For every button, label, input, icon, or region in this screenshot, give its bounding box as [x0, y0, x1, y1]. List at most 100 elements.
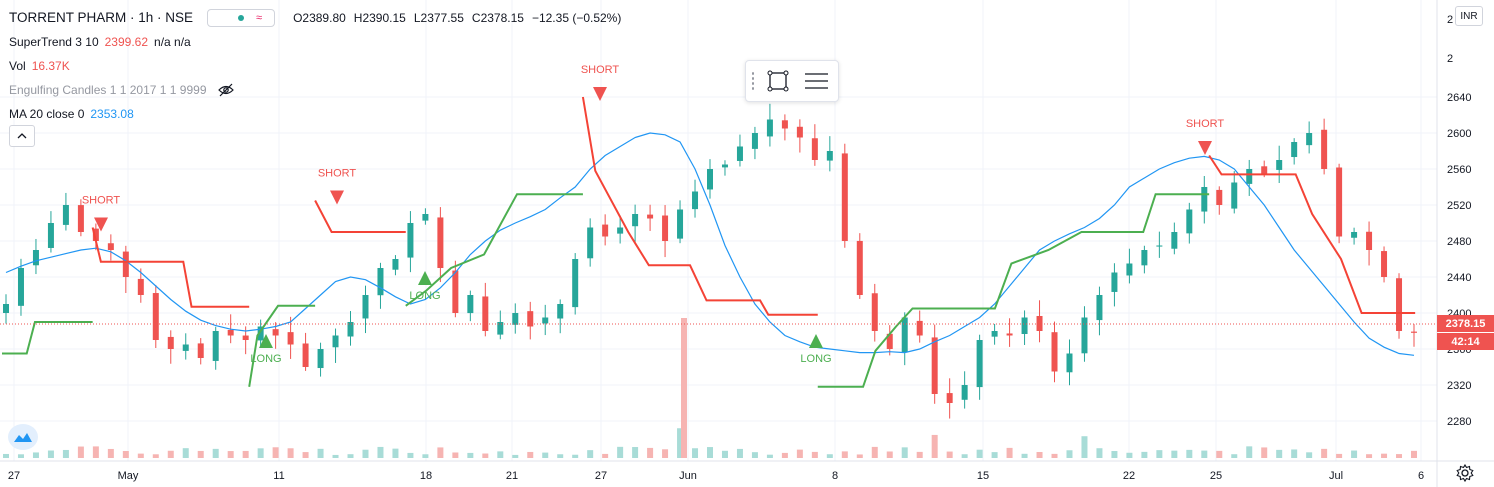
volume-bar: [1006, 447, 1013, 458]
supertrend-up-segment: [817, 193, 1210, 388]
volume-bar: [1276, 449, 1283, 458]
volume-bar: [1246, 446, 1253, 458]
gear-icon[interactable]: [1455, 463, 1475, 483]
candle-body: [692, 191, 699, 210]
candle-body: [212, 331, 219, 361]
supertrend-up-segment: [248, 304, 316, 387]
volume-bar: [1411, 450, 1417, 458]
volume-bar: [242, 450, 249, 458]
candle-body: [512, 313, 519, 325]
long-arrow: [418, 271, 432, 285]
ohlc-high: H2390.15: [353, 11, 406, 25]
volume-bar: [1396, 454, 1403, 458]
symbol-title[interactable]: TORRENT PHARM · 1h · NSE: [9, 10, 194, 25]
candle-body: [856, 240, 863, 295]
candle-body: [647, 214, 654, 219]
x-tick-label: 22: [1123, 470, 1135, 482]
volume-bar: [1216, 450, 1223, 458]
indicator-ma[interactable]: MA 20 close 0 2353.08: [9, 102, 629, 126]
volume-bar: [332, 454, 339, 458]
currency-badge[interactable]: INR: [1455, 6, 1483, 26]
wave-icon: ≈: [256, 12, 263, 24]
candle-body: [1051, 332, 1058, 372]
candle-body: [242, 335, 249, 340]
supertrend-down-segment: [91, 227, 250, 308]
candle-body: [781, 120, 788, 129]
candle-body: [467, 295, 474, 314]
volume-bar: [437, 447, 444, 458]
candle-body: [1276, 160, 1283, 170]
signal-markers: SHORT LONG SHORT LONG SHORT LONG SHORT: [82, 64, 1225, 365]
ma-line: [5, 132, 1415, 356]
volume-bar: [347, 454, 354, 458]
x-tick-label: Jul: [1329, 470, 1343, 482]
x-tick-label: 8: [832, 470, 838, 482]
candle-body: [557, 304, 564, 319]
volume-bar: [707, 447, 713, 458]
candle-body: [17, 268, 24, 306]
volume-bar: [122, 450, 129, 458]
candle-body: [332, 335, 339, 348]
indicator-engulfing[interactable]: Engulfing Candles 1 1 2017 1 1 9999: [9, 78, 629, 102]
chevron-up-icon: [17, 133, 27, 139]
x-tick-label: Jun: [679, 470, 697, 482]
x-tick-label: May: [118, 470, 139, 482]
volume-bar: [257, 448, 264, 458]
volume-bar: [811, 451, 818, 458]
candle-body: [77, 205, 84, 232]
volume-bar: [1351, 450, 1358, 458]
rectangle-tool-icon[interactable]: [764, 67, 792, 95]
live-badge[interactable]: ≈: [207, 9, 276, 27]
candle-body: [542, 317, 549, 324]
volume-bar: [1021, 453, 1028, 458]
candle-body: [3, 304, 9, 313]
y-tick-label: 2600: [1447, 128, 1471, 140]
eye-off-icon[interactable]: [217, 83, 235, 97]
ohlc-close: C2378.15: [471, 11, 524, 25]
volume-bar: [362, 449, 369, 458]
volume-bar: [1081, 436, 1088, 458]
candle-body: [137, 278, 144, 295]
candle-body: [182, 344, 189, 351]
y-tick-label-partial: 2: [1447, 14, 1453, 26]
volume-bar: [587, 450, 594, 458]
candle-body: [497, 322, 504, 335]
volume-bar: [901, 447, 908, 458]
volume-bar: [1306, 452, 1313, 458]
candle-body: [871, 293, 878, 331]
volume-bar: [692, 448, 699, 458]
candle-body: [227, 329, 234, 336]
candle-body: [587, 227, 594, 259]
volume-bar: [1111, 451, 1118, 458]
legend-collapse-button[interactable]: [9, 125, 35, 147]
ma-20-line: [5, 132, 1415, 356]
volume-bar: [841, 451, 848, 458]
candle-body: [751, 133, 758, 149]
volume-bar: [452, 452, 459, 458]
drag-handle[interactable]: [751, 71, 755, 91]
supertrend-lines: [2, 96, 1416, 388]
candle-body: [257, 326, 264, 341]
supertrend-down-segment: [581, 96, 818, 316]
volume-bar: [916, 451, 923, 458]
candle-body: [766, 119, 773, 137]
candle-body: [1231, 182, 1238, 209]
indicator-supertrend[interactable]: SuperTrend 3 10 2399.62 n/a n/a: [9, 30, 629, 54]
candle-body: [32, 250, 39, 266]
volume-bar: [1141, 451, 1148, 458]
tradingview-cloud-icon[interactable]: [8, 424, 38, 450]
candle-body: [811, 138, 818, 160]
candle-body: [1321, 129, 1328, 169]
volume-bar: [677, 428, 684, 458]
candle-body: [167, 336, 174, 349]
volume-bar: [602, 453, 609, 458]
ma-label: MA 20 close 0: [9, 107, 85, 121]
candle-body: [796, 126, 803, 138]
volume-bar: [721, 450, 728, 458]
object-tree-icon[interactable]: [802, 67, 830, 95]
floating-toolbar[interactable]: [745, 60, 839, 102]
indicator-volume[interactable]: Vol 16.37K: [9, 54, 629, 78]
candle-body: [92, 228, 99, 241]
y-tick-label: 2560: [1447, 164, 1471, 176]
